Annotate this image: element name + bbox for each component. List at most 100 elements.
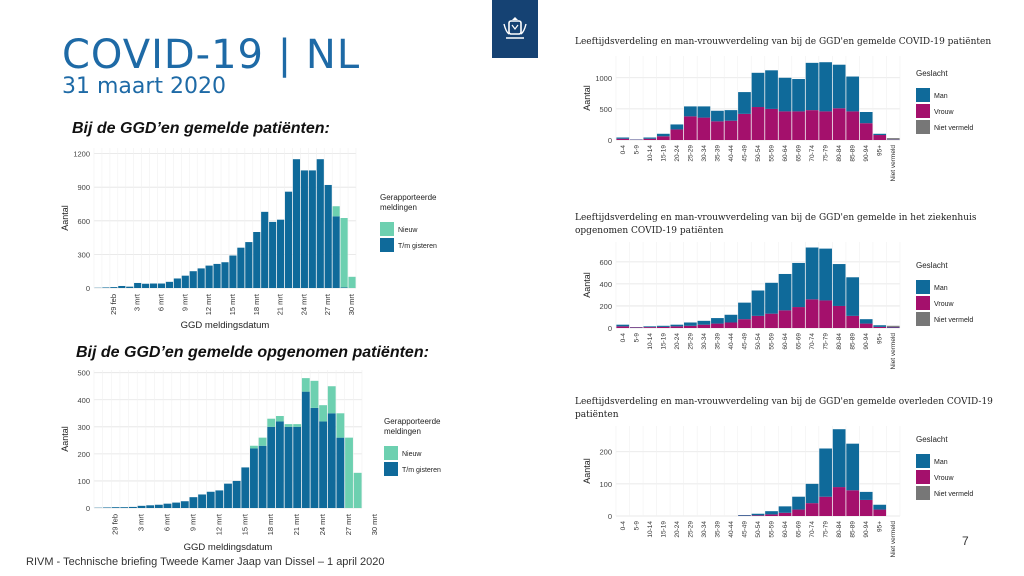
x-tick-label: 65-69	[796, 521, 803, 538]
bar-segment	[792, 262, 805, 308]
bar-segment	[284, 424, 293, 427]
bar-segment	[111, 507, 120, 508]
legend-swatch	[916, 454, 930, 468]
bar-segment	[778, 77, 792, 112]
x-tick-label: 9 mrt	[188, 513, 197, 531]
x-tick-label: 55-59	[769, 521, 776, 538]
bar-segment	[738, 92, 751, 114]
bar-segment	[670, 124, 684, 130]
x-tick-label: 30-34	[701, 145, 708, 162]
bar-segment	[345, 437, 353, 508]
bar-segment	[765, 70, 778, 109]
x-tick-label: 18 mrt	[266, 513, 275, 535]
bar-segment	[805, 299, 819, 328]
legend-swatch	[916, 312, 930, 326]
bar-segment	[738, 113, 751, 140]
bar-segment	[886, 138, 900, 140]
age-chart-2-title: Leeftijdsverdeling en man-vrouwverdeling…	[575, 213, 977, 236]
y-tick-label: 1200	[73, 150, 90, 159]
bar-segment	[751, 107, 765, 140]
bar-segment	[643, 327, 657, 328]
bar-segment	[819, 111, 832, 140]
x-tick-label: 20-24	[674, 333, 681, 350]
bar-segment	[873, 504, 887, 510]
bar-segment	[697, 117, 711, 140]
x-axis-label: GGD meldingsdatum	[181, 320, 270, 331]
bar-segment	[832, 108, 846, 140]
bar-segment	[724, 314, 738, 323]
x-tick-label: 45-49	[741, 521, 748, 538]
x-tick-label: 60-64	[782, 521, 789, 538]
x-tick-label: 30 mrt	[370, 513, 379, 535]
y-tick-label: 1000	[595, 74, 612, 83]
x-tick-label: 24 mrt	[318, 513, 327, 535]
legend-item: Nieuw	[398, 227, 418, 234]
x-tick-label: 85-89	[850, 145, 857, 162]
bar-segment	[275, 421, 284, 508]
legend-title: meldingen	[384, 427, 421, 436]
section1-heading: Bij de GGD’en gemelde patiënten:	[72, 120, 330, 137]
bar-segment	[237, 247, 245, 288]
bar-segment	[846, 443, 860, 491]
bar-segment	[118, 285, 126, 288]
bar-segment	[873, 326, 887, 328]
legend-swatch	[916, 280, 930, 294]
bar-segment	[327, 413, 336, 508]
x-tick-label: 15-19	[660, 521, 667, 538]
bar-segment	[245, 242, 253, 288]
bar-segment	[751, 290, 765, 316]
x-tick-label: 10-14	[647, 521, 654, 538]
x-tick-label: 25-29	[687, 145, 694, 162]
x-tick-label: 60-64	[782, 333, 789, 350]
bar-segment	[656, 325, 670, 327]
bar-segment	[616, 138, 630, 140]
x-tick-label: 85-89	[850, 521, 857, 538]
bar-segment	[353, 472, 362, 508]
bar-segment	[886, 325, 900, 327]
bar-segment	[859, 123, 873, 140]
age-chart-3-title: Leeftijdsverdeling en man-vrouwverdeling…	[575, 397, 993, 420]
y-tick-label: 100	[599, 480, 612, 489]
bar-segment	[616, 326, 630, 328]
bar-segment	[224, 483, 232, 508]
x-tick-label: 80-84	[836, 145, 843, 162]
x-tick-label: 0-4	[620, 333, 627, 343]
bar-segment	[656, 133, 670, 137]
bar-segment	[180, 501, 189, 508]
x-tick-label: 65-69	[796, 145, 803, 162]
bar-segment	[832, 429, 846, 488]
bar-segment	[792, 496, 805, 510]
bar-segment	[261, 211, 269, 288]
bar-segment	[792, 307, 805, 328]
bar-segment	[301, 378, 310, 392]
bar-segment	[229, 255, 237, 288]
x-axis-label: GGD meldingsdatum	[184, 542, 273, 553]
x-tick-label: 45-49	[741, 333, 748, 350]
x-tick-label: 40-44	[728, 521, 735, 538]
bar-segment	[149, 283, 158, 288]
bar-segment	[310, 380, 319, 408]
bar-segment	[327, 386, 336, 414]
bar-segment	[277, 219, 285, 288]
bar-segment	[738, 515, 751, 516]
bar-segment	[146, 505, 155, 508]
bar-segment	[137, 505, 146, 508]
bar-segment	[173, 278, 181, 288]
bar-segment	[110, 287, 118, 288]
y-tick-label: 400	[77, 396, 90, 405]
bar-segment	[250, 445, 258, 449]
bar-segment	[332, 206, 340, 217]
legend-swatch	[380, 238, 394, 252]
x-tick-label: 29 feb	[111, 514, 120, 535]
bar-segment	[197, 268, 205, 288]
y-tick-label: 200	[599, 448, 612, 457]
bar-segment	[284, 191, 293, 288]
x-tick-label: 55-59	[769, 333, 776, 350]
legend-item: T/m gisteren	[402, 467, 441, 474]
bar-segment	[886, 327, 900, 328]
legend-item: Niet vermeld	[934, 317, 973, 324]
y-tick-label: 0	[608, 136, 612, 145]
bar-segment	[684, 116, 697, 140]
bar-segment	[724, 322, 738, 328]
bar-segment	[319, 405, 328, 422]
